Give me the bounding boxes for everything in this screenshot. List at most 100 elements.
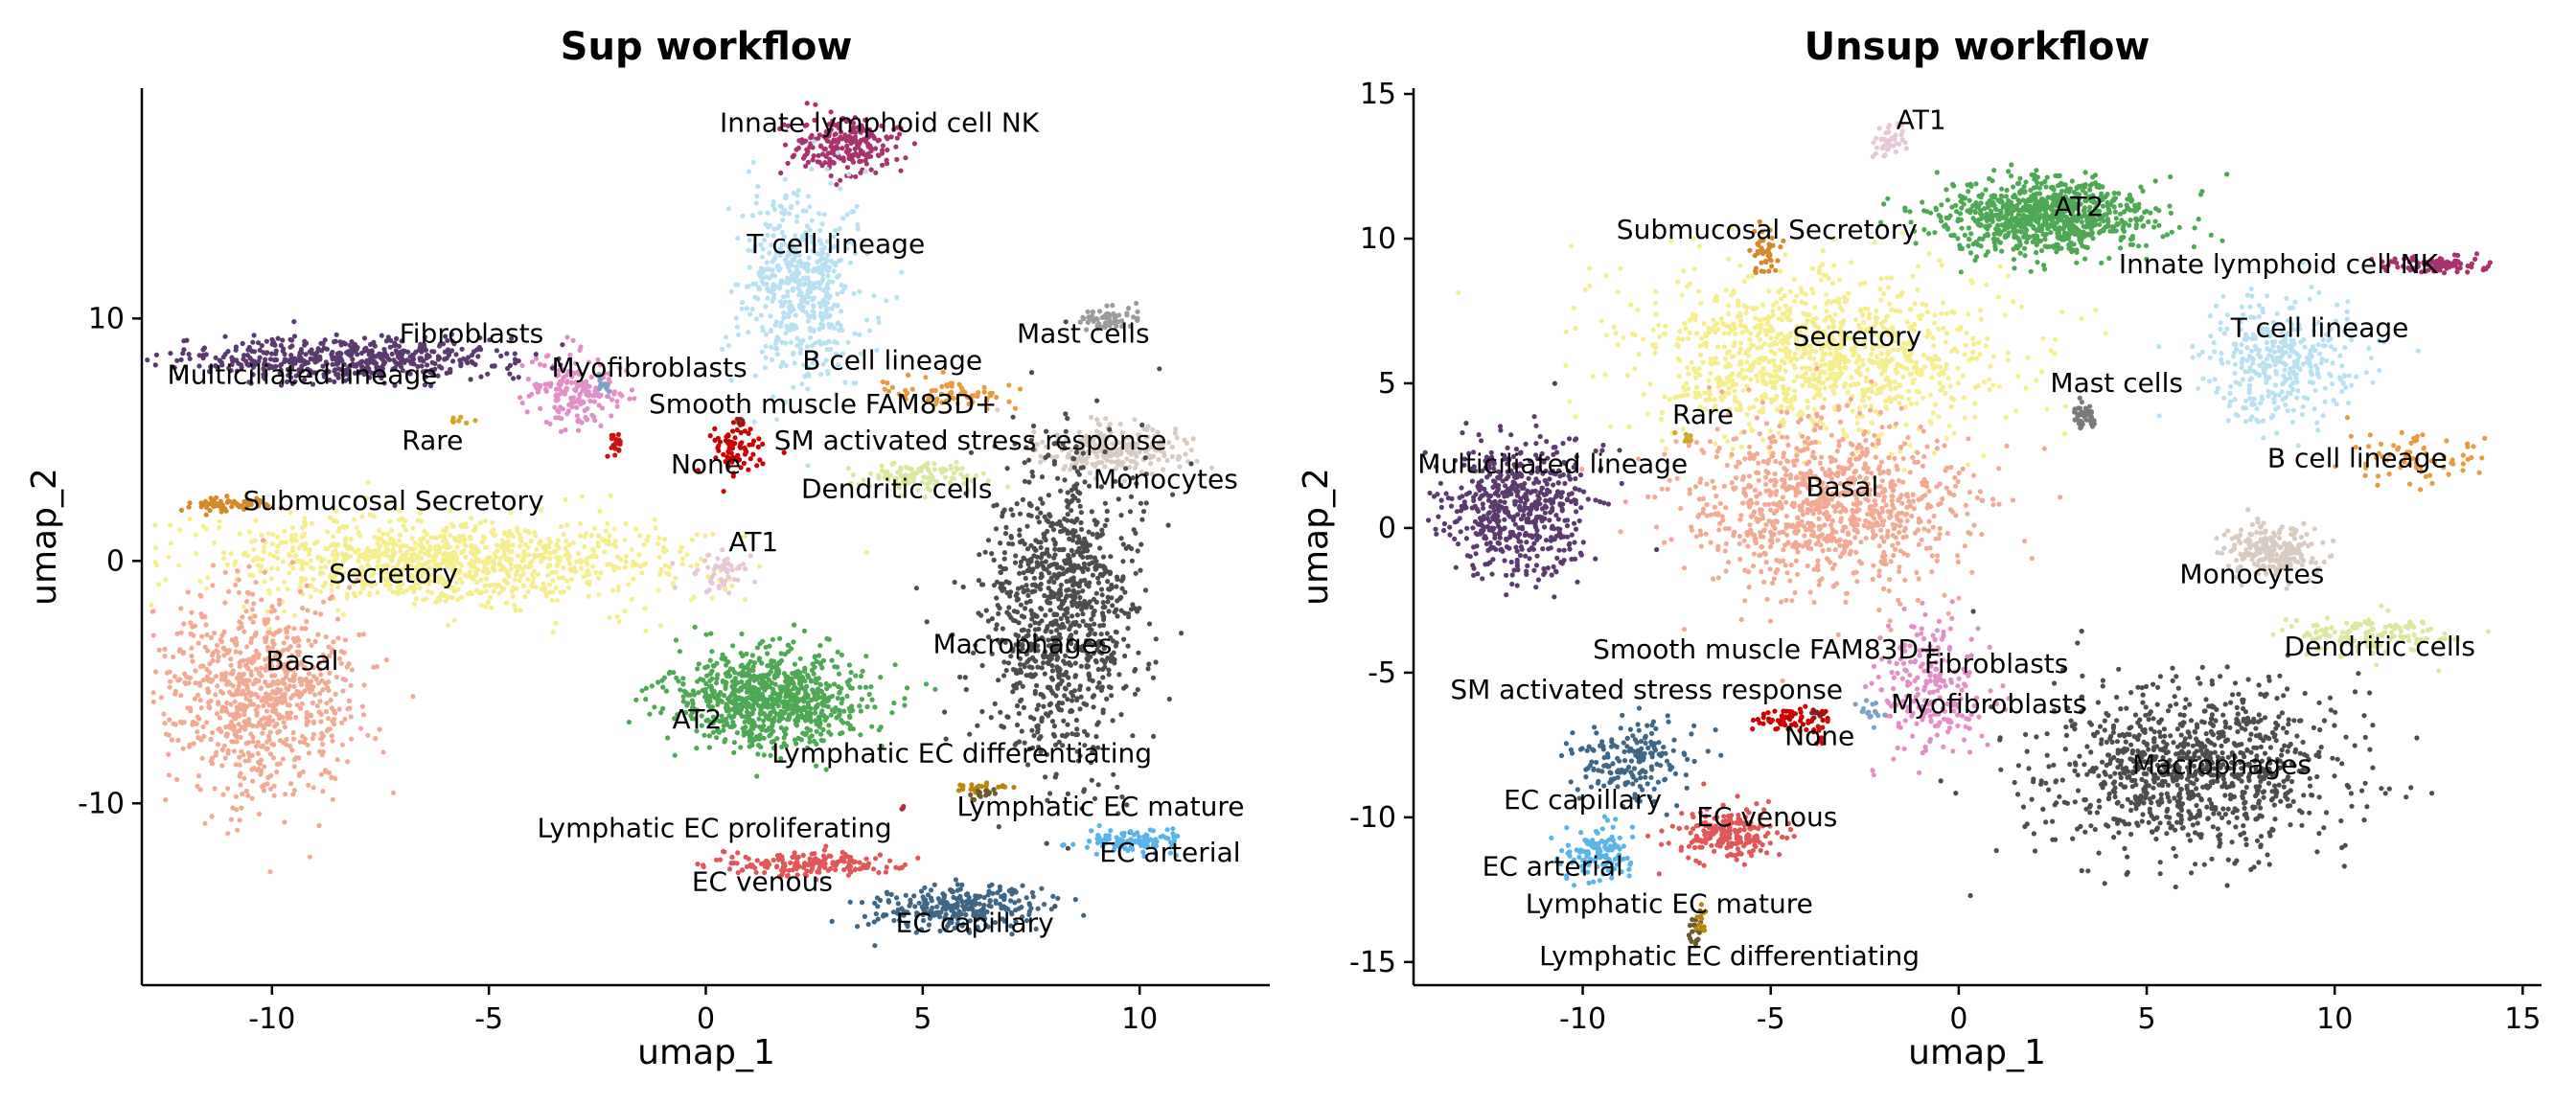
data-point [730,420,737,426]
data-point [995,603,1000,609]
data-point [860,668,865,674]
data-point [604,385,610,391]
data-point [1093,659,1099,665]
data-point [756,436,762,442]
data-point [623,554,629,560]
data-point [1094,398,1100,403]
data-point [1050,527,1057,533]
data-point [203,526,209,532]
cluster-points [605,431,623,459]
data-point [1190,436,1196,442]
data-point [743,566,748,572]
data-point [1084,327,1090,333]
data-point [779,230,785,236]
data-point [780,303,786,309]
data-point [353,593,358,599]
data-point [840,146,845,151]
data-point [395,591,401,597]
data-point [962,675,968,680]
data-point [419,542,425,549]
data-point [570,337,576,343]
data-point [821,133,827,139]
data-point [885,147,890,153]
data-point [954,401,960,406]
data-point [1026,479,1032,485]
data-point [817,681,823,687]
data-point [1153,659,1159,665]
data-point [1086,529,1092,535]
data-point [829,150,835,155]
data-point [1067,660,1072,666]
data-point [1087,316,1092,322]
data-point [1071,465,1077,471]
data-point [824,698,831,704]
data-point [310,576,316,583]
data-point [604,562,610,567]
data-point [838,257,844,263]
data-point [1066,586,1071,592]
data-point [465,360,471,366]
data-point [726,590,732,596]
data-point [513,608,518,613]
data-point [629,546,634,553]
data-point [739,698,746,703]
data-point [1080,314,1086,320]
data-point [471,528,476,534]
data-point [847,725,853,732]
data-point [1082,479,1088,485]
data-point [380,531,386,537]
data-point [746,661,751,668]
data-point [525,588,531,595]
data-point [314,349,320,355]
data-point [510,593,516,599]
data-point [813,249,818,255]
data-point [340,611,347,617]
data-point [835,154,841,160]
data-point [524,409,530,415]
data-point [1095,575,1101,581]
data-point [769,288,774,294]
data-point [809,343,816,349]
data-point [825,368,831,375]
data-point [508,566,514,572]
data-point [809,285,815,290]
data-point [580,388,586,394]
data-point [873,170,879,175]
data-point [748,456,753,462]
data-point [822,310,828,316]
data-point [1058,488,1064,494]
data-point [824,300,831,306]
plot-title: Sup workflow [561,25,853,69]
data-point [394,335,400,341]
data-point [759,697,765,702]
data-point [491,532,496,539]
data-point [844,245,850,252]
data-point [894,135,900,141]
data-point [851,290,857,296]
data-point [409,552,415,558]
data-point [1086,686,1092,692]
data-point [872,146,879,151]
data-point [529,391,535,397]
data-point [723,334,729,340]
data-point [614,403,620,409]
data-point [1116,672,1122,678]
data-point [149,602,154,608]
data-point [998,709,1003,715]
data-point [1062,477,1068,483]
data-point [867,153,874,159]
data-point [1115,784,1120,791]
data-point [805,159,812,165]
data-point [1077,594,1083,601]
data-point [730,643,736,649]
data-point [812,654,818,659]
data-point [468,574,473,580]
data-point [614,613,620,619]
data-point [257,347,263,353]
data-point [400,542,405,549]
data-point [728,715,735,721]
data-point [1026,673,1032,678]
data-point [785,293,791,299]
data-point [222,352,228,357]
